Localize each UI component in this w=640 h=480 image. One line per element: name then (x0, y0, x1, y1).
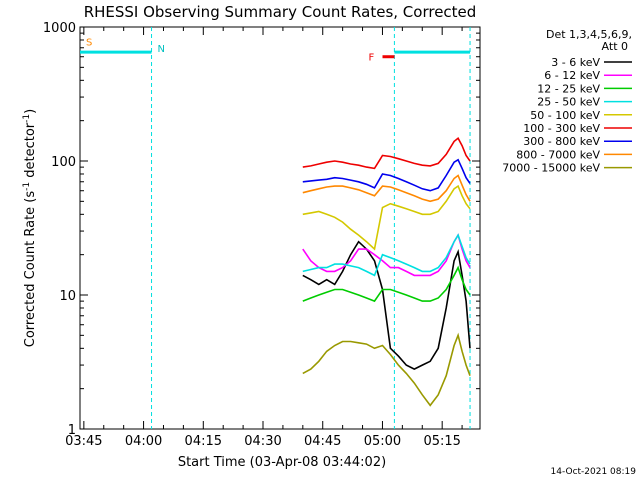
interval-layer: S N F (80, 27, 471, 429)
marker-n: N (158, 44, 165, 55)
series-line-8 (302, 332, 471, 407)
x-tick-label-6: 05:15 (423, 434, 460, 449)
series-line-1 (302, 233, 471, 277)
series-line-0 (302, 240, 471, 370)
legend-label-6: 300 - 800 keV (523, 135, 600, 148)
legend-label-5: 100 - 300 keV (523, 122, 600, 135)
plot-frame (79, 26, 481, 430)
series-line-5 (302, 136, 471, 170)
x-tick-label-0: 03:45 (65, 434, 102, 449)
marker-f: F (368, 53, 374, 64)
y-axis-label: Corrected Count Rate (s-1 detector-1) (22, 109, 38, 347)
chart-title: RHESSI Observing Summary Count Rates, Co… (84, 3, 477, 21)
x-axis: 03:45 04:00 04:15 04:30 04:45 05:00 05:15 (65, 27, 463, 449)
x-tick-label-1: 04:00 (125, 434, 162, 449)
marker-s: S (86, 37, 92, 48)
series-line-7 (302, 174, 471, 203)
x-tick-label-4: 04:45 (304, 434, 341, 449)
legend-label-1: 6 - 12 keV (544, 69, 600, 82)
legend-label-8: 7000 - 15000 keV (502, 162, 600, 175)
legend-label-0: 3 - 6 keV (551, 56, 600, 69)
y-tick-label-1: 10 (59, 289, 76, 304)
legend-header-detectors: Det 1,3,4,5,6,9, (546, 28, 632, 41)
y-tick-label-3: 1000 (43, 21, 76, 36)
x-axis-label: Start Time (03-Apr-08 03:44:02) (178, 455, 386, 470)
series-line-2 (302, 265, 471, 303)
series-line-6 (302, 158, 471, 192)
series-line-4 (302, 184, 471, 251)
y-tick-label-2: 100 (51, 155, 76, 170)
y-axis: 1 10 100 1000 (43, 21, 480, 438)
y-tick-label-0: 1 (68, 423, 76, 438)
x-tick-label-5: 05:00 (364, 434, 401, 449)
series-layer (302, 136, 471, 407)
legend-label-7: 800 - 7000 keV (516, 148, 600, 161)
x-tick-label-2: 04:15 (185, 434, 222, 449)
legend-label-2: 12 - 25 keV (537, 82, 600, 95)
legend-label-3: 25 - 50 keV (537, 96, 600, 109)
date-stamp: 14-Oct-2021 08:19 (551, 467, 637, 477)
legend-label-4: 50 - 100 keV (530, 109, 600, 122)
legend-header-attenuator: Att 0 (602, 40, 628, 53)
series-line-3 (302, 233, 471, 277)
x-tick-label-3: 04:30 (244, 434, 281, 449)
